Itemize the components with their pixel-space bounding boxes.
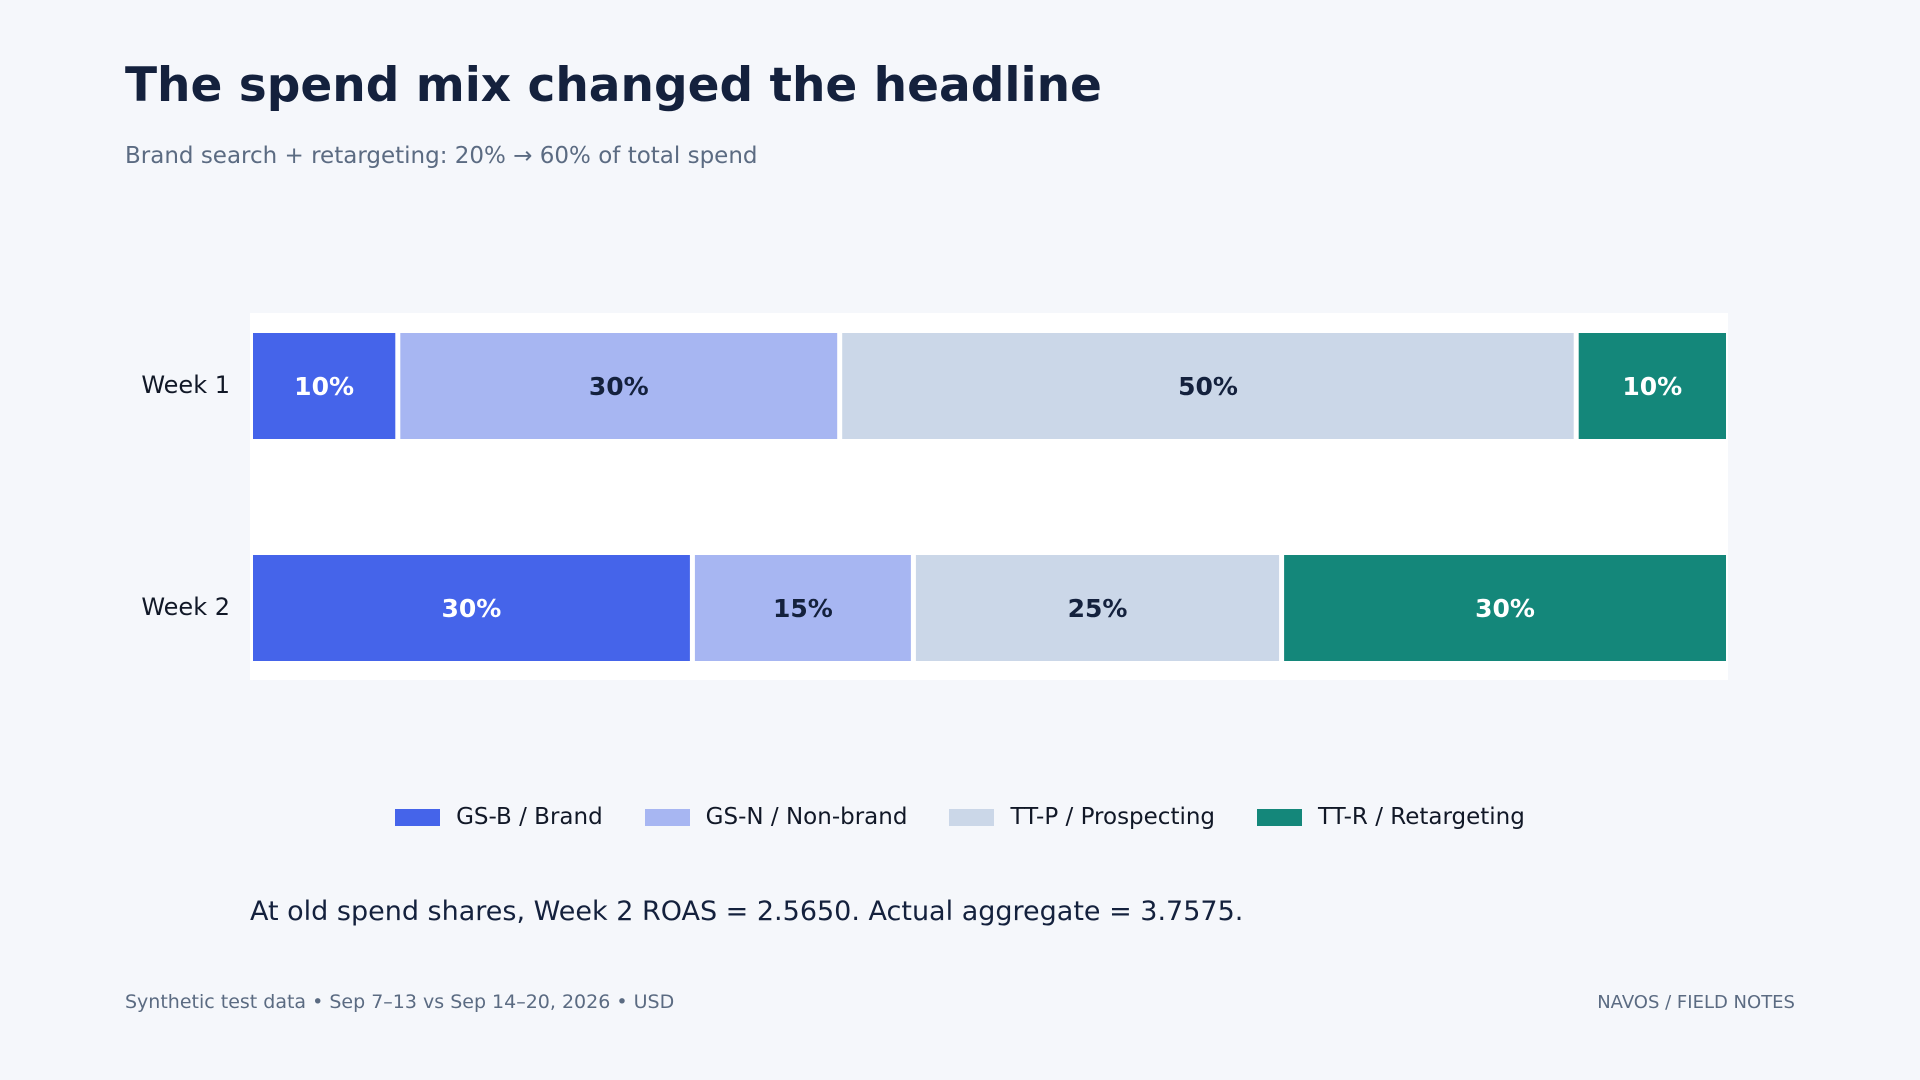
legend-item: GS-B / Brand — [395, 804, 603, 830]
legend-label: GS-B / Brand — [456, 804, 603, 830]
legend-swatch — [1257, 808, 1303, 826]
bar-segment-week-2-tt-p — [915, 555, 1280, 661]
legend-swatch — [644, 808, 690, 826]
bar-segment-week-1-tt-r — [1578, 333, 1726, 439]
chart-title: The spend mix changed the headline — [125, 58, 1102, 113]
chart-subtitle: Brand search + retargeting: 20% → 60% of… — [125, 143, 758, 169]
legend-swatch — [949, 808, 995, 826]
bar-segment-week-1-tt-p — [842, 333, 1574, 439]
data-label: 10% — [1622, 372, 1682, 401]
legend-label: TT-P / Prospecting — [1010, 804, 1216, 830]
bar-segment-week-2-gs-n — [694, 555, 911, 661]
footer-brand: NAVOS / FIELD NOTES — [1597, 992, 1795, 1013]
legend-item: GS-N / Non-brand — [644, 804, 908, 830]
legend-swatch — [395, 808, 441, 826]
legend-label: TT-R / Retargeting — [1318, 804, 1525, 830]
data-label: 30% — [441, 594, 501, 623]
data-label: 15% — [773, 594, 833, 623]
footer-source: Synthetic test data • Sep 7–13 vs Sep 14… — [125, 991, 675, 1013]
roas-note: At old spend shares, Week 2 ROAS = 2.565… — [250, 896, 1244, 927]
data-label: 30% — [1475, 594, 1535, 623]
bar-segment-week-2-tt-r — [1284, 555, 1726, 661]
data-label: 30% — [589, 372, 649, 401]
data-label: 50% — [1178, 372, 1238, 401]
data-label: 25% — [1068, 594, 1128, 623]
legend-label: GS-N / Non-brand — [705, 804, 908, 830]
legend-item: TT-P / Prospecting — [949, 804, 1215, 830]
bar-segment-week-1-gs-n — [400, 333, 838, 439]
data-label: 10% — [294, 372, 354, 401]
chart-legend: GS-B / Brand GS-N / Non-brand TT-P / Prosp… — [0, 804, 1920, 830]
row-label-week-1: Week 1 — [141, 371, 230, 399]
bar-segment-week-1-gs-b — [253, 333, 396, 439]
bar-segment-week-2-gs-b — [253, 555, 690, 661]
legend-item: TT-R / Retargeting — [1257, 804, 1525, 830]
row-label-week-2: Week 2 — [141, 593, 230, 621]
